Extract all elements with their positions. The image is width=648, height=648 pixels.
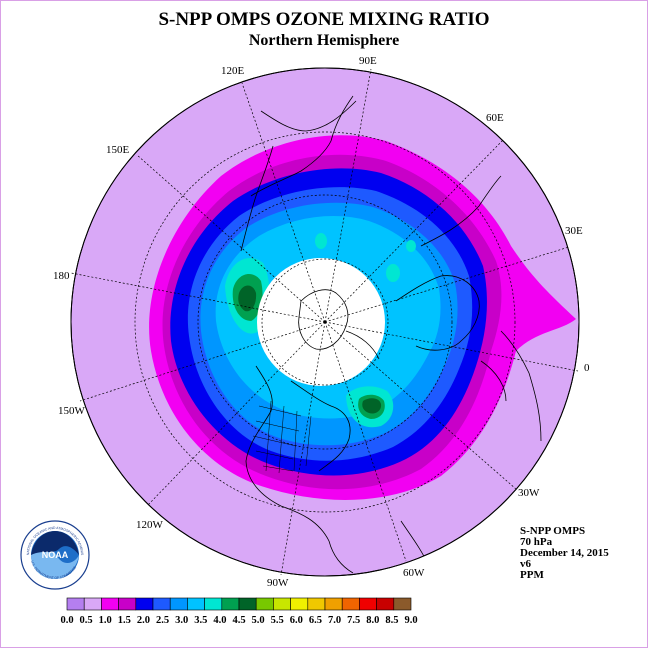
- info-units: PPM: [520, 569, 544, 581]
- info-date: December 14, 2015: [520, 547, 609, 559]
- colorbar-swatch: [204, 597, 223, 611]
- colorbar-tick-label: 3.0: [175, 615, 188, 626]
- lon-label-120w: 120W: [136, 519, 164, 531]
- colorbar-swatch: [341, 597, 360, 611]
- colorbar-tick-label: 1.5: [118, 615, 131, 626]
- colorbar-tick-label: 5.0: [252, 615, 265, 626]
- colorbar-swatch: [221, 597, 240, 611]
- colorbar-tick-label: 6.0: [290, 615, 303, 626]
- colorbar-swatch: [187, 597, 205, 611]
- colorbar-swatch: [238, 597, 257, 611]
- lon-label-0: 0: [584, 362, 590, 374]
- colorbar-swatch: [118, 597, 137, 611]
- noaa-logo: NOAA NATIONAL OCEANIC AND ATMOSPHERIC AD…: [19, 519, 90, 590]
- colorbar-swatch: [135, 597, 154, 611]
- colorbar-tick-label: 0.0: [60, 615, 73, 626]
- colorbar-tick-label: 5.5: [271, 615, 284, 626]
- colorbar-tick-label: 8.5: [385, 615, 398, 626]
- colorbar-swatch: [101, 597, 119, 611]
- lon-label-150e: 150E: [106, 144, 130, 156]
- graticule: [70, 68, 579, 576]
- colorbar-tick-label: 4.0: [213, 615, 226, 626]
- colorbar-swatch: [273, 597, 291, 611]
- lon-label-150w: 150W: [58, 405, 86, 417]
- contour-5-0-south: [362, 398, 382, 414]
- lon-label-90e: 90E: [359, 55, 377, 67]
- colorbar-swatches: [66, 597, 412, 611]
- colorbar-swatch: [393, 597, 412, 611]
- colorbar-swatch: [376, 597, 395, 611]
- colorbar-swatch: [83, 597, 102, 611]
- colorbar-swatch: [152, 597, 171, 611]
- colorbar-tick-label: 2.5: [156, 615, 169, 626]
- longitude-labels: 90E 60E 30E 0 30W 60W 90W 120W 150W 180 …: [53, 55, 590, 589]
- colorbar-tick-label: 1.0: [99, 615, 112, 626]
- colorbar-tick-label: 2.0: [137, 615, 150, 626]
- colorbar-tick-label: 4.5: [232, 615, 245, 626]
- info-version: v6: [520, 558, 531, 570]
- lon-label-180: 180: [53, 270, 70, 282]
- lon-label-30w: 30W: [518, 487, 540, 499]
- contour-5-0-west: [238, 285, 257, 312]
- info-level: 70 hPa: [520, 536, 553, 548]
- colorbar-tick-label: 7.5: [347, 615, 360, 626]
- colorbar-swatch: [359, 597, 377, 611]
- lon-label-30e: 30E: [565, 225, 583, 237]
- lon-label-90w: 90W: [267, 577, 289, 589]
- colorbar-swatch: [307, 597, 326, 611]
- contour-4-0-patch-1: [315, 233, 327, 249]
- colorbar-swatch: [290, 597, 309, 611]
- colorbar-tick-label: 6.5: [309, 615, 322, 626]
- colorbar-tick-label: 8.0: [366, 615, 379, 626]
- colorbar-swatch: [66, 597, 85, 611]
- colorbar-tick-label: 0.5: [80, 615, 93, 626]
- lon-label-60w: 60W: [403, 567, 425, 579]
- map-info: S-NPP OMPS 70 hPa December 14, 2015 v6 P…: [520, 526, 609, 581]
- colorbar-labels: 0.0 0.5 1.0 1.5 2.0 2.5 3.0 3.5 4.0 4.5 5.0 5.5 6.0 6…: [60, 615, 417, 626]
- colorbar-swatch: [169, 597, 188, 611]
- colorbar-tick-label: 9.0: [404, 615, 417, 626]
- contour-4-0-patch-2: [386, 264, 400, 282]
- contour-4-0-patch-3: [406, 240, 416, 252]
- map-subtitle: Northern Hemisphere: [248, 32, 400, 49]
- info-instrument: S-NPP OMPS: [520, 525, 586, 537]
- lon-label-60e: 60E: [486, 112, 504, 124]
- colorbar-swatch: [324, 597, 343, 611]
- colorbar-tick-label: 7.0: [328, 615, 341, 626]
- lon-label-120e: 120E: [221, 65, 245, 77]
- map-title: S-NPP OMPS OZONE MIXING RATIO: [158, 9, 490, 30]
- logo-text: NOAA: [42, 550, 69, 560]
- colorbar-tick-label: 3.5: [194, 615, 207, 626]
- colorbar-swatch: [255, 597, 274, 611]
